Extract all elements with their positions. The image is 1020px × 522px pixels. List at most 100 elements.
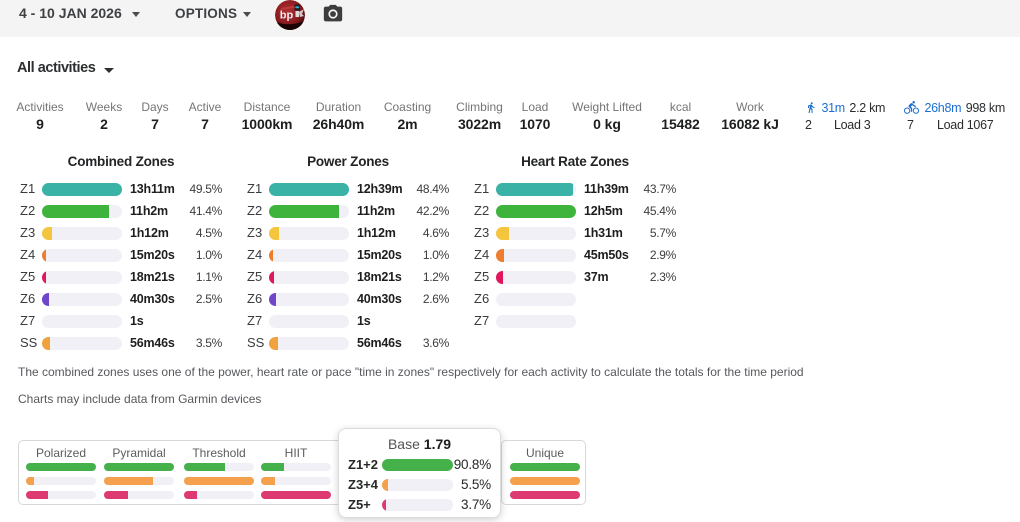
avatar-image: bp xyxy=(275,0,305,30)
avatar[interactable]: bp xyxy=(275,0,305,30)
unique-distribution-box: Unique xyxy=(501,440,586,505)
distribution-bar xyxy=(104,491,174,499)
zone-row-z3: Z3 1h31m 5.7% xyxy=(474,222,678,244)
zone-time: 56m46s xyxy=(357,336,402,350)
zone-chart-title: Power Zones xyxy=(307,154,389,169)
zone-bar[interactable] xyxy=(42,336,122,350)
zone-bar[interactable] xyxy=(269,292,349,306)
zone-percent: 1.0% xyxy=(422,248,449,262)
zone-bar[interactable] xyxy=(496,248,576,262)
zone-percent: 2.3% xyxy=(649,270,676,284)
stat-value: 2m xyxy=(397,116,418,132)
zone-percent: 3.5% xyxy=(195,336,222,350)
zone-row-z6: Z6 40m30s 2.5% xyxy=(20,288,224,310)
zone-bar[interactable] xyxy=(42,314,122,328)
zone-bar[interactable] xyxy=(42,248,122,262)
zone-row-z5: Z5 18m21s 1.1% xyxy=(20,266,224,288)
zone-bar[interactable] xyxy=(42,226,122,240)
base-distribution-tooltip: Base 1.79 Z1+2 90.8% Z3+4 5.5% Z5+ 3.7% xyxy=(338,428,501,518)
zone-bar[interactable] xyxy=(496,292,576,306)
stat-load: Load 1070 xyxy=(520,100,551,133)
zone-label: Z4 xyxy=(474,247,490,262)
zone-label: Z3 xyxy=(247,225,263,240)
zone-bar[interactable] xyxy=(42,182,122,196)
sport-count: 2 xyxy=(805,118,812,132)
stat-days: Days 7 xyxy=(141,100,168,133)
stat-label: Climbing xyxy=(456,100,503,114)
sport-count: 7 xyxy=(907,118,914,132)
zone-bar[interactable] xyxy=(42,270,122,284)
zone-percent: 45.4% xyxy=(643,204,676,218)
zone-percent: 2.9% xyxy=(649,248,676,262)
zone-percent: 2.5% xyxy=(195,292,222,306)
zone-percent: 49.5% xyxy=(189,182,222,196)
stat-work: Work 16082 kJ xyxy=(721,100,779,133)
zone-time: 11h2m xyxy=(357,204,395,218)
zone-bar[interactable] xyxy=(269,314,349,328)
zone-time: 40m30s xyxy=(357,292,402,306)
zone-bar[interactable] xyxy=(496,314,576,328)
zone-percent: 41.4% xyxy=(189,204,222,218)
tooltip-zone-label: Z3+4 xyxy=(348,477,378,492)
tooltip-row-z3plus4: Z3+4 5.5% xyxy=(339,475,500,495)
zone-row-z1: Z1 11h39m 43.7% xyxy=(474,178,678,200)
distribution-card-label: Polarized xyxy=(35,446,87,460)
zone-percent: 4.6% xyxy=(422,226,449,240)
zone-bar[interactable] xyxy=(269,248,349,262)
zone-row-z6: Z6 40m30s 2.6% xyxy=(247,288,451,310)
chevron-down-icon xyxy=(104,67,115,73)
options-label: OPTIONS xyxy=(175,5,238,21)
zone-bar[interactable] xyxy=(269,336,349,350)
zone-bar[interactable] xyxy=(269,226,349,240)
date-range-selector[interactable]: 4 - 10 JAN 2026 xyxy=(19,1,140,25)
activity-filter-selector[interactable]: All activities xyxy=(17,60,115,76)
zone-bar[interactable] xyxy=(496,226,576,240)
zone-label: SS xyxy=(20,335,38,350)
zone-bar[interactable] xyxy=(269,182,349,196)
zone-row-z2: Z2 11h2m 41.4% xyxy=(20,200,224,222)
stat-value: 15482 xyxy=(661,116,700,132)
zone-row-z5: Z5 37m 2.3% xyxy=(474,266,678,288)
garmin-note: Charts may include data from Garmin devi… xyxy=(18,392,262,406)
stat-climbing: Climbing 3022m xyxy=(456,100,503,133)
zone-bar[interactable] xyxy=(42,204,122,218)
sport-distance: 998 km xyxy=(965,100,1006,115)
zone-time: 45m50s xyxy=(584,248,629,262)
zone-chart-heart-rate-zones: Heart Rate Zones Z1 11h39m 43.7% Z2 12h5m 45.4… xyxy=(474,153,678,332)
distribution-bar xyxy=(26,491,96,499)
zone-bar[interactable] xyxy=(269,270,349,284)
zone-row-ss: SS 56m46s 3.6% xyxy=(247,332,451,354)
tooltip-bar xyxy=(382,499,453,511)
zone-bar[interactable] xyxy=(496,270,576,284)
zone-chart-title: Heart Rate Zones xyxy=(521,154,629,169)
zone-label: Z1 xyxy=(20,181,36,196)
zone-chart-combined-zones: Combined Zones Z1 13h11m 49.5% Z2 11h2m 41.4% Z… xyxy=(20,153,224,354)
stat-value: 2 xyxy=(100,116,108,132)
zone-label: Z6 xyxy=(247,291,263,306)
zone-bar[interactable] xyxy=(496,182,576,196)
run-icon xyxy=(808,102,815,113)
zone-bar[interactable] xyxy=(269,204,349,218)
distribution-bar xyxy=(510,463,580,471)
zone-row-z2: Z2 12h5m 45.4% xyxy=(474,200,678,222)
sport-load: Load 3 xyxy=(834,118,871,132)
distribution-bar xyxy=(261,463,331,471)
zone-time: 37m xyxy=(584,270,609,284)
camera-button[interactable] xyxy=(322,3,344,25)
zone-row-z1: Z1 13h11m 49.5% xyxy=(20,178,224,200)
zone-bar[interactable] xyxy=(496,204,576,218)
zone-label: Z1 xyxy=(474,181,490,196)
zone-time: 11h2m xyxy=(130,204,168,218)
zone-percent: 42.2% xyxy=(416,204,449,218)
tooltip-percent: 3.7% xyxy=(461,497,491,512)
stat-value: 26h40m xyxy=(312,116,365,132)
activity-filter-label: All activities xyxy=(17,60,96,76)
zone-time: 1s xyxy=(130,314,144,328)
top-toolbar: 4 - 10 JAN 2026 OPTIONS bp xyxy=(0,0,1020,37)
stat-label: Activities xyxy=(16,100,64,114)
zone-bar[interactable] xyxy=(42,292,122,306)
zone-percent: 43.7% xyxy=(643,182,676,196)
zone-label: Z2 xyxy=(247,203,263,218)
zone-row-ss: SS 56m46s 3.5% xyxy=(20,332,224,354)
options-menu-button[interactable]: OPTIONS xyxy=(175,1,252,25)
